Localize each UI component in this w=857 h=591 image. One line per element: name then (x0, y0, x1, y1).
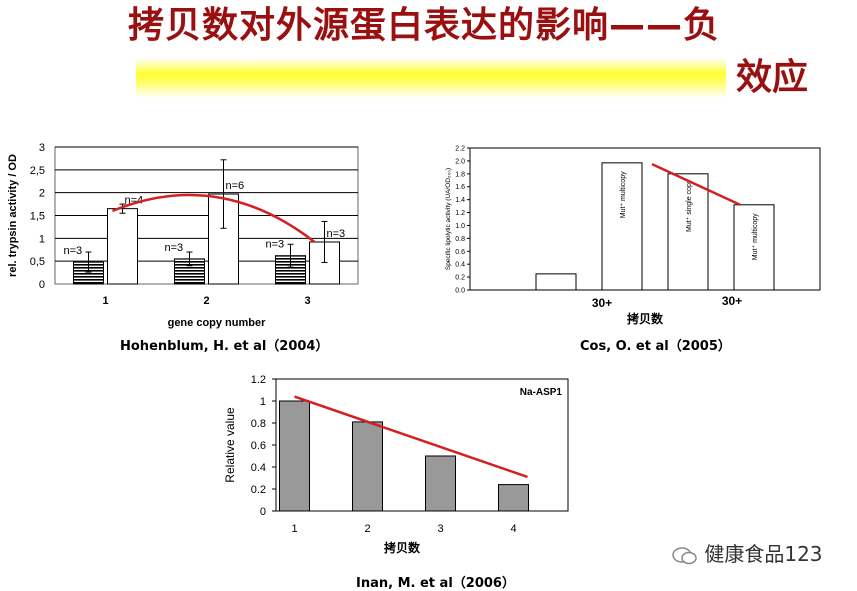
x-tick-label: 2 (203, 295, 209, 307)
y-tick-label: 0 (260, 506, 266, 518)
bar (425, 455, 456, 512)
y-tick-label: 0.4 (455, 262, 465, 269)
n-label: n=3 (266, 239, 285, 251)
x-axis-label: gene copy number (168, 317, 267, 329)
x-tick-label: 2 (364, 523, 370, 535)
n-label: n=3 (165, 242, 184, 254)
y-tick-label: 0.6 (251, 440, 266, 452)
chart-inan: 0 0.2 0.4 0.6 0.8 1 1.2 1 2 3 4 Na-ASP1 拷贝数 Relative … (223, 374, 569, 555)
x-axis-label: 拷贝数 (627, 311, 664, 326)
watermark-text: 健康食品123 (704, 542, 823, 566)
y-tick-label: 1.2 (251, 374, 266, 386)
slide-title-continued: 效应 (736, 57, 809, 98)
wechat-icon (672, 546, 698, 566)
y-tick-label: 1.0 (455, 223, 465, 230)
bar (107, 208, 138, 285)
y-tick-label: 1 (39, 233, 45, 245)
trend-line (294, 395, 528, 479)
n-label: n=3 (327, 228, 346, 240)
group-label: 30+ (722, 294, 742, 308)
chart-cos: 0.0 0.2 0.4 0.6 0.8 1.0 1.2 1.4 1.6 1.8 2.0 2.2 Mut⁺… (445, 146, 821, 326)
y-tick-label: 1.8 (455, 171, 465, 178)
bar (352, 421, 383, 512)
y-tick-label: 0 (39, 279, 45, 291)
y-tick-label: 0.6 (455, 249, 465, 256)
bar-label: Mut⁺ multicopy (751, 213, 759, 260)
x-tick-label: 1 (291, 523, 297, 535)
y-tick-label: 0.8 (455, 236, 465, 243)
y-tick-label: 0.0 (455, 288, 465, 295)
y-tick-label: 0.8 (251, 418, 266, 430)
bar-label: Mut⁺ multicopy (619, 171, 627, 218)
n-label: n=3 (64, 245, 83, 257)
legend-label: Na-ASP1 (520, 387, 563, 398)
slide-title: 拷贝数对外源蛋白表达的影响——负 (128, 5, 721, 46)
y-axis-label: rel. trypsin activity / OD (7, 154, 19, 277)
y-axis-label: Relative value (223, 407, 237, 483)
y-tick-label: 1,5 (30, 211, 45, 223)
bar (667, 173, 709, 291)
y-tick-label: 0,5 (30, 256, 45, 268)
y-tick-label: 2.0 (455, 158, 465, 165)
watermark: 健康食品123 (672, 538, 823, 567)
x-tick-label: 3 (304, 295, 310, 307)
caption-cos: Cos, O. et al（2005） (580, 339, 731, 354)
bar (279, 400, 310, 512)
x-tick-label: 4 (510, 523, 516, 535)
bar (733, 204, 775, 291)
y-tick-label: 1.6 (455, 184, 465, 191)
x-tick-label: 3 (437, 523, 443, 535)
y-tick-label: 1.2 (455, 210, 465, 217)
bar-label: Mut⁺ single copy (685, 179, 693, 232)
y-tick-label: 1.4 (455, 197, 465, 204)
bar (535, 273, 577, 291)
trend-curve (112, 193, 316, 243)
y-tick-label: 2,5 (30, 165, 45, 177)
y-tick-label: 1 (260, 396, 266, 408)
y-tick-label: 3 (39, 142, 45, 154)
y-axis-label: Specific lipolytic activity (UA/OD₆₀₀) (445, 168, 452, 270)
caption-inan: Inan, M. et al（2006） (356, 576, 515, 591)
bar (498, 484, 529, 512)
y-tick-label: 0.2 (455, 275, 465, 282)
y-tick-label: 0.2 (251, 484, 266, 496)
y-tick-label: 2 (39, 188, 45, 200)
caption-hohenblum: Hohenblum, H. et al（2004） (120, 339, 329, 354)
n-label: n=6 (226, 180, 245, 192)
group-label: 30+ (592, 296, 612, 310)
x-tick-label: 1 (102, 295, 108, 307)
y-tick-label: 2.2 (455, 146, 465, 153)
y-tick-label: 0.4 (251, 462, 266, 474)
x-axis-label: 拷贝数 (384, 540, 421, 555)
bar (601, 162, 643, 291)
trend-line (651, 163, 741, 206)
title-highlight-bar (136, 58, 726, 98)
